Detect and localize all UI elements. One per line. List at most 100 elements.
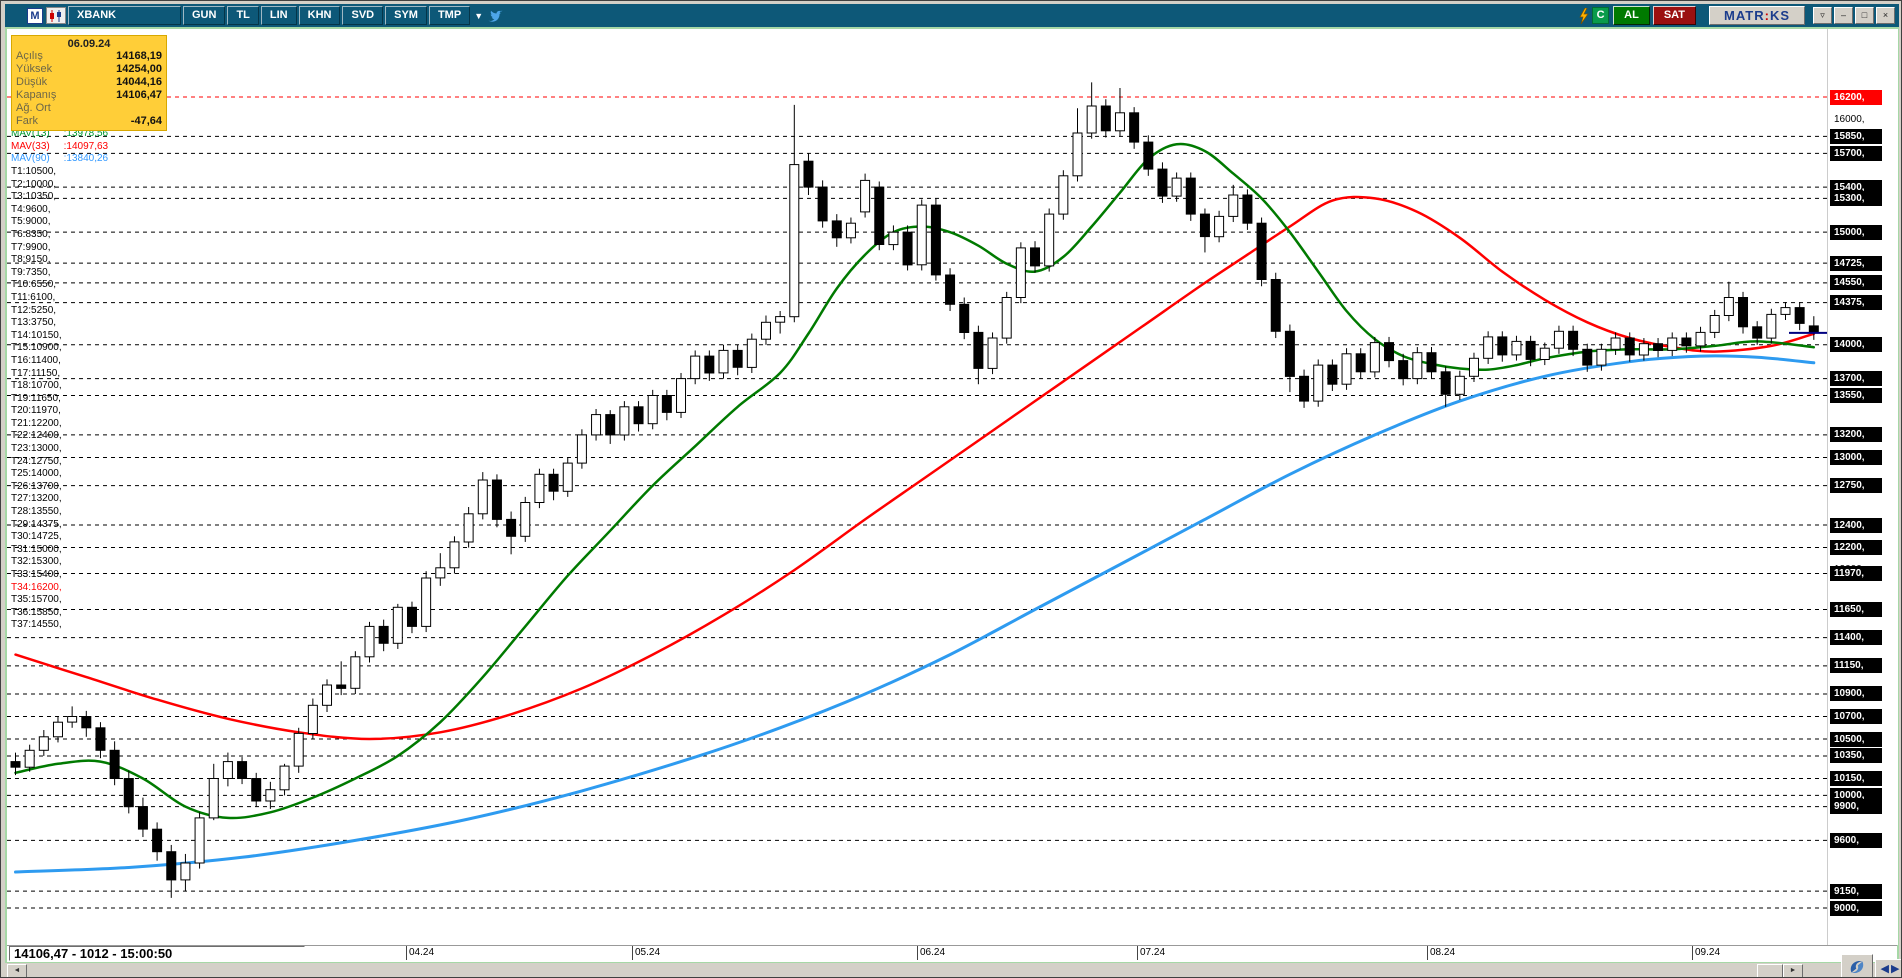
date-tick: [1692, 946, 1693, 960]
candle: [548, 473, 559, 492]
axis-level-label: 10150,: [1830, 770, 1882, 786]
candle: [421, 577, 432, 627]
ma-legend-row: MAV(13) :13978,56: [11, 128, 109, 139]
candle: [208, 778, 219, 819]
price-axis[interactable]: 16000,12000,16200,15850,15700,15400,1530…: [1827, 29, 1898, 945]
period-button-tl[interactable]: TL: [227, 6, 259, 25]
c-icon[interactable]: C: [1592, 7, 1610, 24]
symbol-field[interactable]: XBANK: [68, 6, 181, 25]
candle: [1284, 330, 1295, 377]
candle: [81, 716, 92, 729]
maximize-icon[interactable]: □: [1855, 7, 1874, 24]
sell-button[interactable]: SAT: [1652, 6, 1696, 25]
candle: [222, 761, 233, 779]
axis-level-label: 10500,: [1830, 731, 1882, 747]
candle: [605, 414, 616, 436]
quote-row: Kapanış 14106,47: [16, 89, 162, 101]
candle: [336, 684, 347, 689]
candle: [137, 806, 148, 830]
candle: [945, 274, 956, 305]
candle: [732, 349, 743, 368]
axis-level-label: 13700,: [1830, 371, 1882, 387]
minimize-icon[interactable]: –: [1834, 7, 1853, 24]
candle: [930, 204, 941, 276]
twitter-icon[interactable]: [488, 9, 503, 22]
scrollbar-thumb[interactable]: [1757, 964, 1783, 977]
target-level-item: T5:9000,: [11, 216, 51, 228]
matriks-swirl-icon[interactable]: [1841, 954, 1873, 977]
candle: [1483, 336, 1494, 359]
candle: [1299, 375, 1310, 402]
date-label: 07.24: [1140, 947, 1166, 958]
axis-level-label: 10900,: [1830, 686, 1882, 702]
target-level-item: T1:10500,: [11, 166, 57, 177]
target-level-item: T16:11400,: [11, 354, 61, 366]
candle: [322, 684, 333, 706]
axis-level-label: 15000,: [1830, 224, 1882, 240]
candle: [1044, 213, 1055, 267]
candle: [1214, 215, 1225, 238]
candle: [959, 303, 970, 333]
candle: [491, 479, 502, 520]
candle: [435, 567, 446, 579]
candlestick-chart[interactable]: [7, 29, 1827, 945]
candle: [1058, 175, 1069, 215]
window-controls: ▿ – □ ×: [1811, 7, 1895, 24]
period-button-gun[interactable]: GUN: [183, 6, 226, 25]
period-button-khn[interactable]: KHN: [298, 6, 341, 25]
target-level-item: T37:14550,: [11, 619, 62, 631]
date-axis: 14106,47 - 1012 - 15:00:50 04.24 05.24 06.…: [7, 945, 1897, 962]
candle: [392, 606, 403, 644]
target-level-item: T33:15400,: [11, 569, 62, 580]
titlebar-right-group: C AL SAT MATR:KS ▿ – □ ×: [1578, 6, 1895, 25]
target-level-item: T32:15300,: [11, 556, 62, 568]
candlestick-glyph: [50, 9, 61, 22]
candle: [123, 778, 134, 808]
candle: [661, 395, 672, 413]
candle: [987, 337, 998, 369]
period-button-svd[interactable]: SVD: [342, 6, 384, 25]
candle: [1695, 331, 1706, 347]
candle: [1199, 213, 1210, 238]
candle: [647, 395, 658, 425]
candle: [803, 160, 814, 188]
candle: [38, 736, 49, 751]
target-level-item: T36:15850,: [11, 606, 62, 618]
candle: [1100, 105, 1111, 132]
lightning-icon[interactable]: [1578, 7, 1589, 24]
target-level-item: T24:12750,: [11, 455, 62, 467]
axis-level-label: 13000,: [1830, 449, 1882, 465]
chevron-down-icon[interactable]: ▼: [474, 10, 484, 21]
candle: [1752, 326, 1763, 339]
axis-level-label: 14375,: [1830, 295, 1882, 311]
chart-type-icon[interactable]: [46, 7, 66, 24]
target-level-item: T34:16200,: [11, 581, 62, 593]
period-button-tmp[interactable]: TMP: [428, 6, 471, 25]
candle: [831, 220, 842, 239]
horizontal-scrollbar[interactable]: ◄ ► ◀ ▶: [5, 954, 1901, 977]
buy-button[interactable]: AL: [1613, 6, 1650, 25]
quote-row: Ağ. Ort: [16, 102, 51, 114]
axis-level-label: 12400,: [1830, 517, 1882, 533]
period-button-lin[interactable]: LIN: [260, 6, 297, 25]
scroll-right-button[interactable]: ►: [1783, 964, 1803, 977]
axis-level-label: 9600,: [1830, 832, 1882, 848]
nav-left-icon[interactable]: ◀: [1880, 963, 1889, 975]
twitter-bird-glyph: [488, 10, 503, 22]
nav-right-icon[interactable]: ▶: [1891, 963, 1900, 975]
close-icon[interactable]: ×: [1876, 7, 1895, 24]
chart-nav-arrows: ◀ ▶: [1875, 959, 1901, 977]
date-label: 04.24: [409, 947, 435, 958]
rollup-icon[interactable]: ▿: [1813, 7, 1832, 24]
matriks-m-icon[interactable]: M: [27, 7, 43, 24]
candle: [293, 732, 304, 767]
period-button-sym[interactable]: SYM: [385, 6, 427, 25]
candle: [1653, 343, 1664, 352]
scroll-left-button[interactable]: ◄: [7, 964, 27, 977]
target-level-item: T22:12400,: [11, 430, 62, 442]
candle: [350, 656, 361, 689]
axis-level-label: 10700,: [1830, 709, 1882, 725]
period-buttons: GUN TL LIN KHN SVD SYM TMP: [181, 6, 471, 25]
target-level-item: T9:7350,: [11, 266, 51, 278]
